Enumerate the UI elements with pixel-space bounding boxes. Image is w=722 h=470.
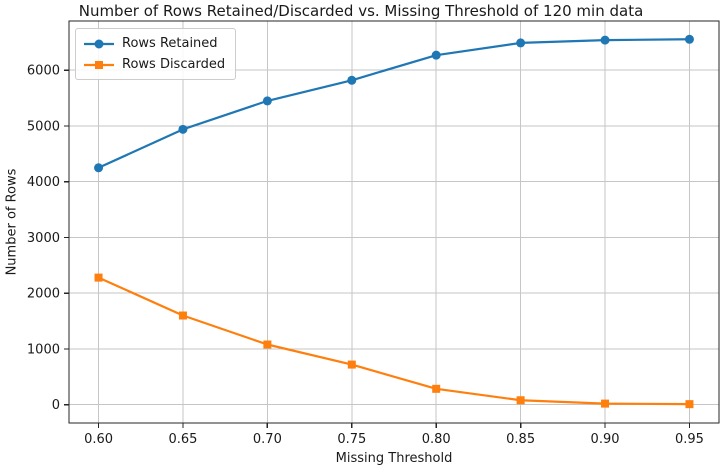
x-tick-label: 0.75 xyxy=(337,432,366,447)
data-point-square xyxy=(178,311,187,320)
data-point-square xyxy=(432,384,441,393)
data-point-circle xyxy=(94,163,104,173)
series-line xyxy=(97,38,691,169)
x-tick-label: 0.70 xyxy=(253,432,282,447)
y-tick-label: 5000 xyxy=(27,119,60,134)
data-point-square xyxy=(347,360,356,369)
x-axis-label: Missing Threshold xyxy=(335,451,453,466)
legend-label: Rows Retained xyxy=(122,36,218,51)
data-point-square xyxy=(685,400,694,409)
y-axis-label: Number of Rows xyxy=(4,168,20,276)
legend-sample-marker xyxy=(95,60,103,69)
y-tick-label: 3000 xyxy=(27,231,60,246)
data-point-circle xyxy=(347,75,357,85)
data-point-square xyxy=(601,399,610,408)
x-tick-label: 0.65 xyxy=(168,432,197,447)
x-tick-label: 0.80 xyxy=(422,432,451,447)
x-tick-label: 0.95 xyxy=(675,432,704,447)
x-tick-label: 0.90 xyxy=(591,432,620,447)
legend-item: Rows Discarded xyxy=(83,55,225,74)
data-point-circle xyxy=(178,124,188,134)
legend-line-square-icon xyxy=(84,60,114,69)
data-point-circle xyxy=(431,50,441,60)
data-point-circle xyxy=(684,34,694,44)
chart-title: Number of Rows Retained/Discarded vs. Mi… xyxy=(78,2,644,20)
data-point-square xyxy=(263,340,272,349)
data-point-square xyxy=(94,273,103,282)
series-line xyxy=(97,276,691,406)
legend: Rows Retained Rows Discarded xyxy=(75,28,237,80)
legend-line-circle-icon xyxy=(84,39,114,48)
axes-border xyxy=(68,20,720,424)
x-tick-label: 0.85 xyxy=(506,432,535,447)
data-point-circle xyxy=(516,38,526,48)
data-point-circle xyxy=(600,35,610,45)
y-tick-label: 4000 xyxy=(27,175,60,190)
y-tick-label: 2000 xyxy=(27,287,60,302)
data-point-circle xyxy=(262,96,272,106)
y-tick-label: 6000 xyxy=(27,64,60,79)
x-tick-label: 0.60 xyxy=(84,432,113,447)
legend-label: Rows Discarded xyxy=(122,57,226,72)
data-point-square xyxy=(516,396,525,405)
y-tick-label: 0 xyxy=(52,398,60,413)
legend-item: Rows Retained xyxy=(83,34,225,53)
y-tick-label: 1000 xyxy=(27,342,60,357)
legend-sample-marker xyxy=(94,39,104,48)
